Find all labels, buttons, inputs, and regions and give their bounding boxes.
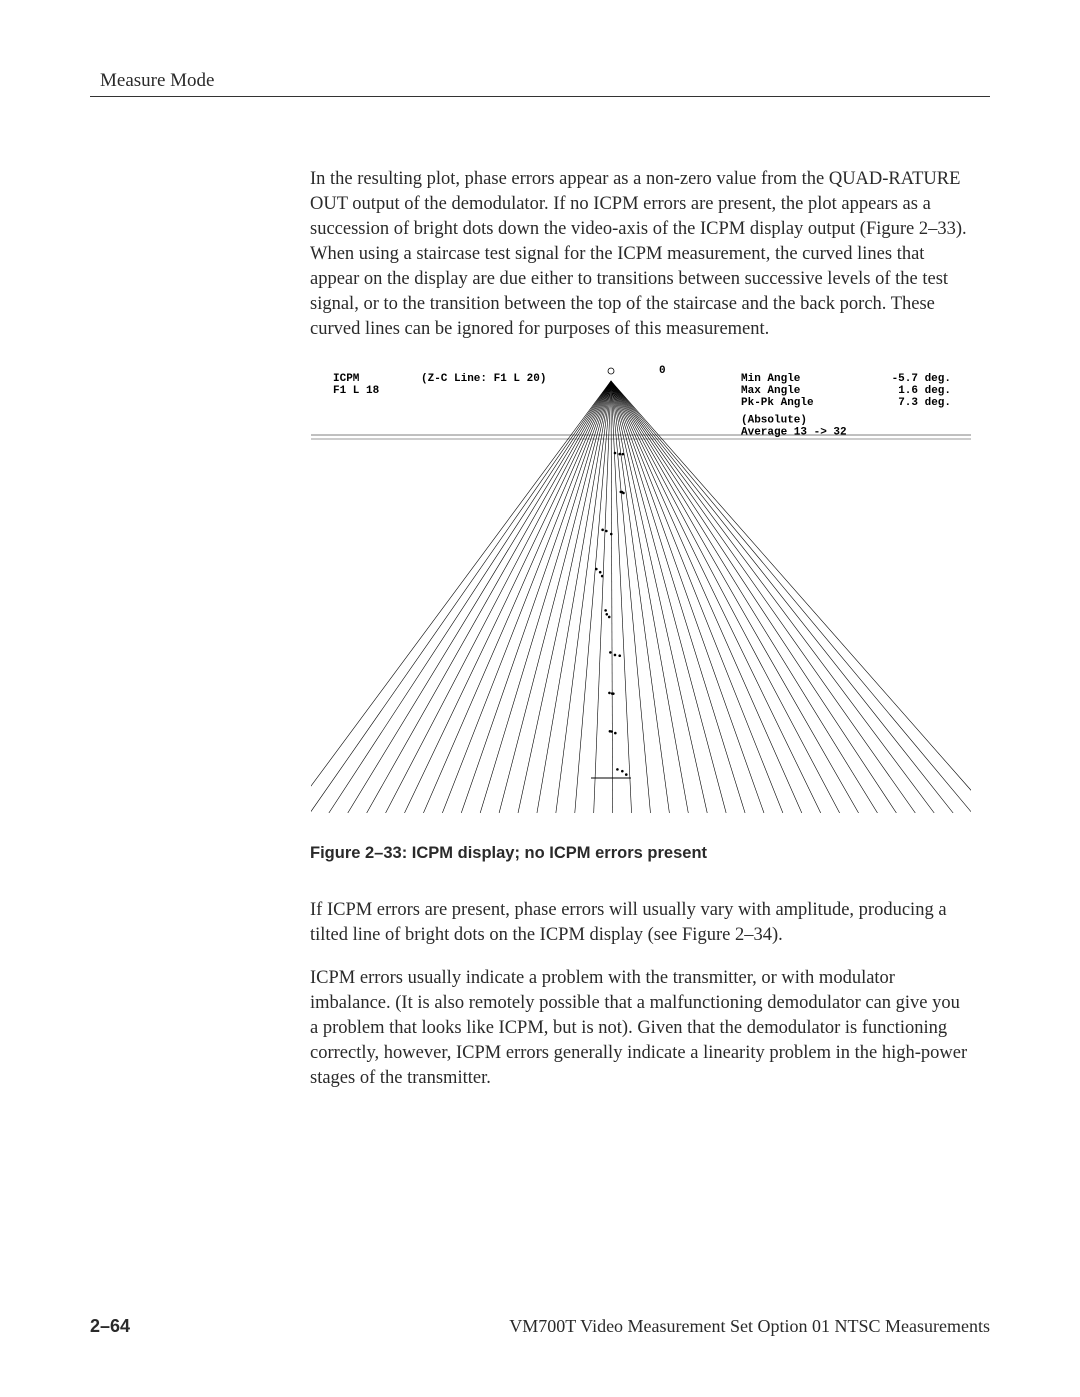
svg-text:Average 13 -> 32: Average 13 -> 32 [741, 426, 847, 438]
page-footer: 2–64 VM700T Video Measurement Set Option… [90, 1316, 990, 1337]
svg-text:ICPM: ICPM [333, 373, 360, 385]
svg-text:1.6 deg.: 1.6 deg. [898, 385, 951, 397]
page: Measure Mode In the resulting plot, phas… [0, 0, 1080, 1397]
paragraph-1: In the resulting plot, phase errors appe… [310, 167, 970, 342]
header-rule [90, 96, 990, 97]
svg-text:Min Angle: Min Angle [741, 373, 801, 385]
icpm-display-diagram: ICPMF1 L 18 (Z-C Line: F1 L 20) 0 Min Angle… [310, 362, 972, 814]
icpm-fan-svg: ICPMF1 L 18 (Z-C Line: F1 L 20) 0 Min Angle… [311, 363, 971, 813]
svg-text:7.3 deg.: 7.3 deg. [898, 397, 951, 409]
footer-doc-title: VM700T Video Measurement Set Option 01 N… [509, 1316, 990, 1337]
svg-text:Pk-Pk Angle: Pk-Pk Angle [741, 397, 814, 409]
svg-text:-5.7 deg.: -5.7 deg. [892, 373, 951, 385]
svg-text:Max Angle: Max Angle [741, 385, 801, 397]
section-header: Measure Mode [90, 70, 990, 92]
figure-2-33: ICPMF1 L 18 (Z-C Line: F1 L 20) 0 Min Angle… [310, 362, 970, 864]
svg-text:0: 0 [659, 365, 666, 377]
paragraph-3: ICPM errors usually indicate a problem w… [310, 966, 970, 1091]
svg-text:(Absolute): (Absolute) [741, 414, 807, 426]
body-column: In the resulting plot, phase errors appe… [310, 167, 970, 1091]
svg-text:(Z-C Line: F1 L 20): (Z-C Line: F1 L 20) [421, 373, 546, 385]
page-number: 2–64 [90, 1316, 130, 1337]
paragraph-2: If ICPM errors are present, phase errors… [310, 898, 970, 948]
svg-text:F1 L 18: F1 L 18 [333, 385, 380, 397]
figure-caption: Figure 2–33: ICPM display; no ICPM error… [310, 842, 970, 864]
